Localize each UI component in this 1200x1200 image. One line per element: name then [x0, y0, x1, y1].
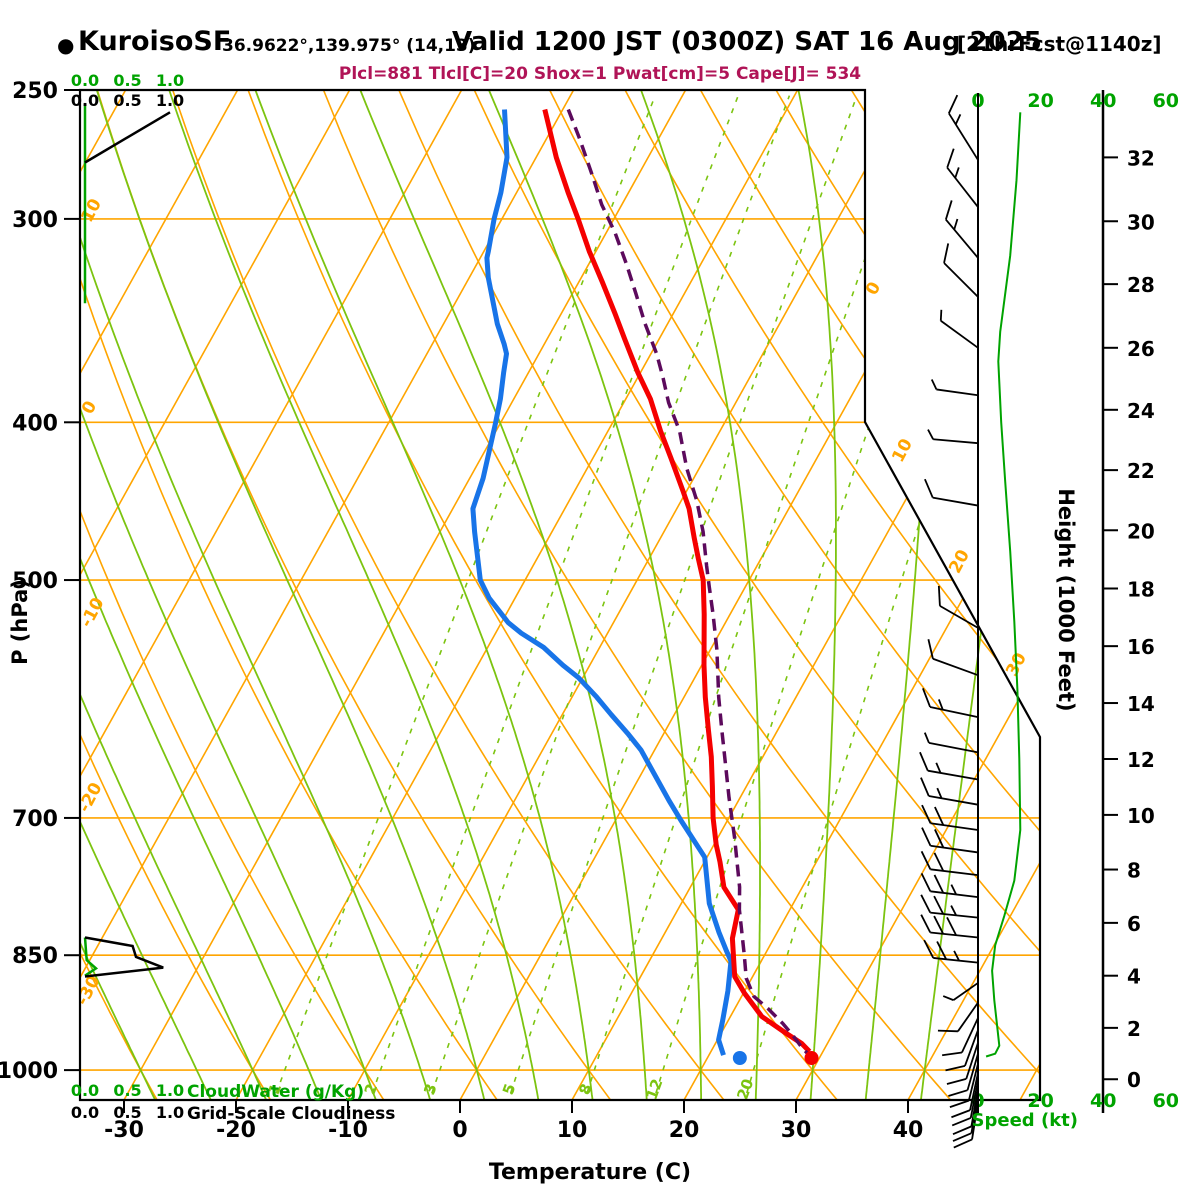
svg-text:12: 12: [1127, 748, 1155, 772]
svg-text:28: 28: [1127, 273, 1155, 297]
svg-text:0.5: 0.5: [113, 1103, 141, 1122]
svg-text:-30: -30: [104, 1118, 144, 1143]
surface-dots: [732, 1050, 819, 1065]
svg-text:30: 30: [781, 1118, 812, 1143]
speed-axis-title: Speed (kt): [971, 1110, 1078, 1131]
svg-text:26: 26: [1127, 337, 1155, 361]
svg-text:14: 14: [1127, 692, 1155, 716]
surface-dew-dot: [732, 1050, 747, 1065]
svg-text:1.0: 1.0: [156, 1081, 184, 1100]
svg-text:10: 10: [557, 1118, 588, 1143]
svg-text:-20: -20: [216, 1118, 256, 1143]
svg-text:0.0: 0.0: [71, 71, 99, 90]
svg-text:8: 8: [1127, 859, 1141, 883]
svg-text:0: 0: [1127, 1068, 1141, 1092]
svg-text:60: 60: [1153, 90, 1179, 112]
svg-text:0.0: 0.0: [71, 91, 99, 110]
svg-text:22: 22: [1127, 459, 1155, 483]
svg-text:20: 20: [1127, 519, 1155, 543]
svg-text:0: 0: [452, 1118, 467, 1143]
stability-parameters: Plcl=881 Tlcl[C]=20 Shox=1 Pwat[cm]=5 Ca…: [338, 64, 862, 84]
svg-text:500: 500: [12, 569, 58, 594]
svg-text:2: 2: [1127, 1017, 1141, 1041]
svg-text:1.0: 1.0: [156, 71, 184, 90]
svg-text:400: 400: [12, 411, 58, 436]
svg-text:1.0: 1.0: [156, 91, 184, 110]
svg-text:1.0: 1.0: [156, 1103, 184, 1122]
station-coordinates: 36.9622°,139.975° (14,13): [222, 36, 476, 56]
valid-time-title: Valid 1200 JST (0300Z) SAT 16 Aug 2025: [452, 27, 1042, 57]
svg-text:4: 4: [1127, 965, 1141, 989]
wind-barbs: [919, 93, 979, 1149]
svg-text:0.0: 0.0: [71, 1103, 99, 1122]
svg-text:40: 40: [1090, 90, 1116, 112]
speed-profile: [985, 112, 1022, 1058]
cloudiness-profile: [84, 111, 171, 978]
svg-text:10: 10: [77, 195, 106, 225]
sounding-curves: [470, 108, 813, 1060]
grid-green: [80, 90, 1040, 1100]
svg-text:3: 3: [420, 1081, 440, 1097]
svg-text:30: 30: [1127, 210, 1155, 234]
cloudwater-profile: [83, 104, 99, 977]
temperature-axis: -30 -20 -10 0 10 20 30 40: [104, 1100, 923, 1143]
parcel-curve: [566, 108, 813, 1060]
height-axis-title: Height (1000 Feet): [1054, 488, 1078, 712]
plot-frame: [78, 88, 1042, 1102]
svg-text:0.5: 0.5: [113, 71, 141, 90]
svg-text:700: 700: [12, 807, 58, 832]
svg-text:-10: -10: [77, 594, 109, 631]
svg-text:1000: 1000: [0, 1059, 58, 1084]
svg-text:20: 20: [1027, 90, 1053, 112]
svg-text:24: 24: [1127, 399, 1155, 423]
svg-text:32: 32: [1127, 146, 1155, 170]
surface-temp-dot: [804, 1050, 819, 1065]
dewpoint-curve: [470, 109, 734, 1056]
svg-text:10: 10: [1127, 804, 1155, 828]
svg-text:850: 850: [12, 944, 58, 969]
svg-text:40: 40: [893, 1118, 924, 1143]
svg-text:5: 5: [499, 1081, 519, 1097]
svg-text:20: 20: [1027, 1090, 1053, 1112]
svg-text:0.5: 0.5: [113, 91, 141, 110]
svg-text:60: 60: [1153, 1090, 1179, 1112]
temperature-curve: [542, 108, 812, 1054]
svg-text:-10: -10: [328, 1118, 368, 1143]
svg-text:6: 6: [1127, 912, 1141, 936]
svg-text:0.0: 0.0: [71, 1081, 99, 1100]
cloudwater-legend: CloudWater (g/Kg): [187, 1082, 365, 1102]
svg-text:20: 20: [733, 1076, 757, 1102]
station-name: KuroisoSF: [78, 26, 232, 57]
svg-text:250: 250: [12, 79, 58, 104]
svg-text:-30: -30: [73, 972, 105, 1009]
svg-text:20: 20: [669, 1118, 700, 1143]
svg-text:300: 300: [12, 208, 58, 233]
svg-text:40: 40: [1090, 1090, 1116, 1112]
pressure-axis-title: P (hPa): [8, 579, 32, 665]
grid-orange: [80, 90, 1040, 1100]
pressure-axis: 250 300 400 500 700 850 1000: [0, 79, 80, 1084]
svg-text:0.5: 0.5: [113, 1081, 141, 1100]
station-bullet-icon: ●: [57, 33, 75, 57]
forecast-lead-label: [21hrFcst@1140z]: [957, 32, 1162, 56]
cloudiness-legend: Grid-Scale Cloudiness: [187, 1104, 396, 1124]
svg-text:10: 10: [888, 435, 917, 465]
svg-text:18: 18: [1127, 577, 1155, 601]
cloud-scales: 0.00.00.00.00.50.50.50.51.01.01.01.0: [71, 71, 184, 1122]
temperature-axis-title: Temperature (C): [488, 1160, 692, 1185]
svg-text:8: 8: [575, 1081, 595, 1097]
svg-text:16: 16: [1127, 635, 1155, 659]
